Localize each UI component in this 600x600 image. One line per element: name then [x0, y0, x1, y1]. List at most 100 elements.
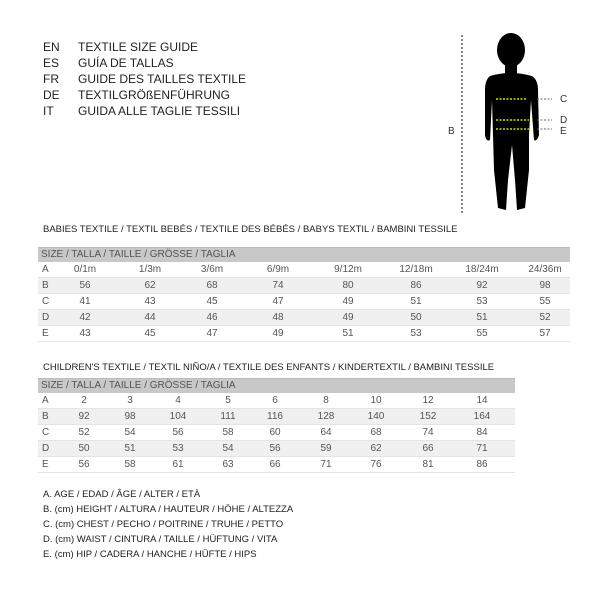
- table-cell: 0/1m: [73, 264, 97, 275]
- child-silhouette-figure: B C D E: [448, 33, 567, 215]
- row-key: A: [42, 395, 49, 406]
- language-title: GUIDE DES TAILLES TEXTILE: [78, 72, 247, 86]
- table-cell: 58: [222, 427, 234, 438]
- table-cell: 54: [124, 427, 136, 438]
- table-header: SIZE / TALLA / TAILLE / GRÖSSE / TAGLIA: [38, 378, 515, 393]
- table-cell: 92: [78, 411, 90, 422]
- row-key: C: [42, 427, 50, 438]
- table-cell: 51: [410, 296, 422, 307]
- table-cell: 84: [476, 427, 488, 438]
- table-cell: 3/6m: [200, 264, 224, 275]
- table-cell: 104: [169, 411, 187, 422]
- table-cell: 53: [172, 443, 184, 454]
- row-key: A: [42, 264, 49, 275]
- table-cell: 56: [172, 427, 184, 438]
- table-cell: 12/18m: [399, 264, 433, 275]
- language-title: GUÍA DE TALLAS: [78, 56, 174, 70]
- language-code: FR: [43, 72, 59, 86]
- table-cell: 86: [410, 280, 422, 291]
- table-cell: 98: [539, 280, 551, 291]
- table-cell: 51: [124, 443, 136, 454]
- table-cell: 116: [267, 411, 283, 422]
- table-cell: 86: [476, 459, 488, 470]
- language-code: ES: [43, 56, 60, 70]
- silhouette-icon: [485, 33, 539, 210]
- table-row: E 56 58 61 63 66 71 76 81 86: [38, 457, 515, 473]
- table-cell: 56: [79, 280, 91, 291]
- table-row: A 2 3 4 5 6 8 10 12 14: [38, 393, 515, 409]
- table-cell: 14: [476, 395, 488, 406]
- table-row: D 42 44 46 48 49 50 51 52: [38, 310, 570, 326]
- table-cell: 52: [78, 427, 90, 438]
- table-cell: 81: [422, 459, 434, 470]
- row-key: C: [42, 296, 50, 307]
- table-cell: 52: [539, 312, 551, 323]
- table-cell: 45: [144, 328, 156, 339]
- legend-item: C. (cm) CHEST / PECHO / POITRINE / TRUHE…: [43, 519, 284, 530]
- babies-table-title: BABIES TEXTILE / TEXTIL BEBÉS / TEXTILE …: [43, 224, 458, 235]
- table-cell: 98: [124, 411, 136, 422]
- table-cell: 60: [269, 427, 281, 438]
- table-cell: 47: [206, 328, 218, 339]
- table-cell: 46: [206, 312, 218, 323]
- table-cell: 128: [317, 411, 335, 422]
- table-cell: 62: [144, 280, 156, 291]
- language-title: TEXTILGRÖßENFÜHRUNG: [78, 88, 231, 102]
- table-cell: 55: [476, 328, 488, 339]
- table-row: C 41 43 45 47 49 51 53 55: [38, 294, 570, 310]
- table-cell: 12: [422, 395, 434, 406]
- table-cell: 80: [342, 280, 354, 291]
- table-cell: 6: [272, 395, 278, 406]
- measurement-legend: A. AGE / EDAD / ÂGE / ALTER / ETÀ B. (cm)…: [43, 487, 293, 562]
- table-cell: 1/3m: [138, 264, 162, 275]
- table-cell: 56: [78, 459, 90, 470]
- table-cell: 49: [272, 328, 284, 339]
- table-cell: 50: [410, 312, 422, 323]
- label-c: C: [560, 94, 567, 105]
- table-cell: 43: [79, 328, 91, 339]
- table-cell: 9/12m: [334, 264, 362, 275]
- table-cell: 111: [220, 411, 236, 422]
- table-cell: 48: [272, 312, 284, 323]
- row-key: D: [42, 312, 50, 323]
- table-cell: 42: [79, 312, 91, 323]
- language-code: DE: [43, 88, 60, 102]
- babies-size-table: SIZE / TALLA / TAILLE / GRÖSSE / TAGLIA …: [38, 247, 570, 342]
- children-size-table: SIZE / TALLA / TAILLE / GRÖSSE / TAGLIA …: [38, 378, 515, 473]
- row-key: B: [42, 411, 49, 422]
- table-cell: 47: [272, 296, 284, 307]
- row-key: B: [42, 280, 49, 291]
- table-cell: 64: [320, 427, 332, 438]
- label-b: B: [448, 126, 455, 137]
- label-d: D: [560, 115, 567, 126]
- table-cell: 49: [342, 296, 354, 307]
- table-row: B 56 62 68 74 80 86 92 98: [38, 278, 570, 294]
- table-cell: 74: [422, 427, 434, 438]
- row-key: E: [42, 328, 49, 339]
- language-code: EN: [43, 40, 60, 54]
- table-cell: 63: [222, 459, 234, 470]
- table-cell: 62: [370, 443, 382, 454]
- table-row: C 52 54 56 58 60 64 68 74 84: [38, 425, 515, 441]
- table-cell: 43: [144, 296, 156, 307]
- measure-lines: [496, 98, 529, 130]
- table-cell: 57: [539, 328, 551, 339]
- table-cell: 51: [342, 328, 354, 339]
- table-cell: 53: [476, 296, 488, 307]
- table-row: E 43 45 47 49 51 53 55 57: [38, 326, 570, 342]
- table-cell: 71: [476, 443, 488, 454]
- table-cell: 58: [124, 459, 136, 470]
- table-cell: 44: [144, 312, 156, 323]
- table-cell: 10: [370, 395, 382, 406]
- table-cell: 45: [206, 296, 218, 307]
- table-cell: 41: [79, 296, 91, 307]
- row-key: D: [42, 443, 50, 454]
- table-row: D 50 51 53 54 56 59 62 66 71: [38, 441, 515, 457]
- table-cell: 66: [422, 443, 434, 454]
- table-cell: 68: [370, 427, 382, 438]
- table-cell: 56: [269, 443, 281, 454]
- language-title: GUIDA ALLE TAGLIE TESSILI: [78, 104, 241, 118]
- legend-item: D. (cm) WAIST / CINTURA / TAILLE / HÜFTU…: [43, 534, 278, 545]
- table-cell: 53: [410, 328, 422, 339]
- language-code: IT: [43, 104, 54, 118]
